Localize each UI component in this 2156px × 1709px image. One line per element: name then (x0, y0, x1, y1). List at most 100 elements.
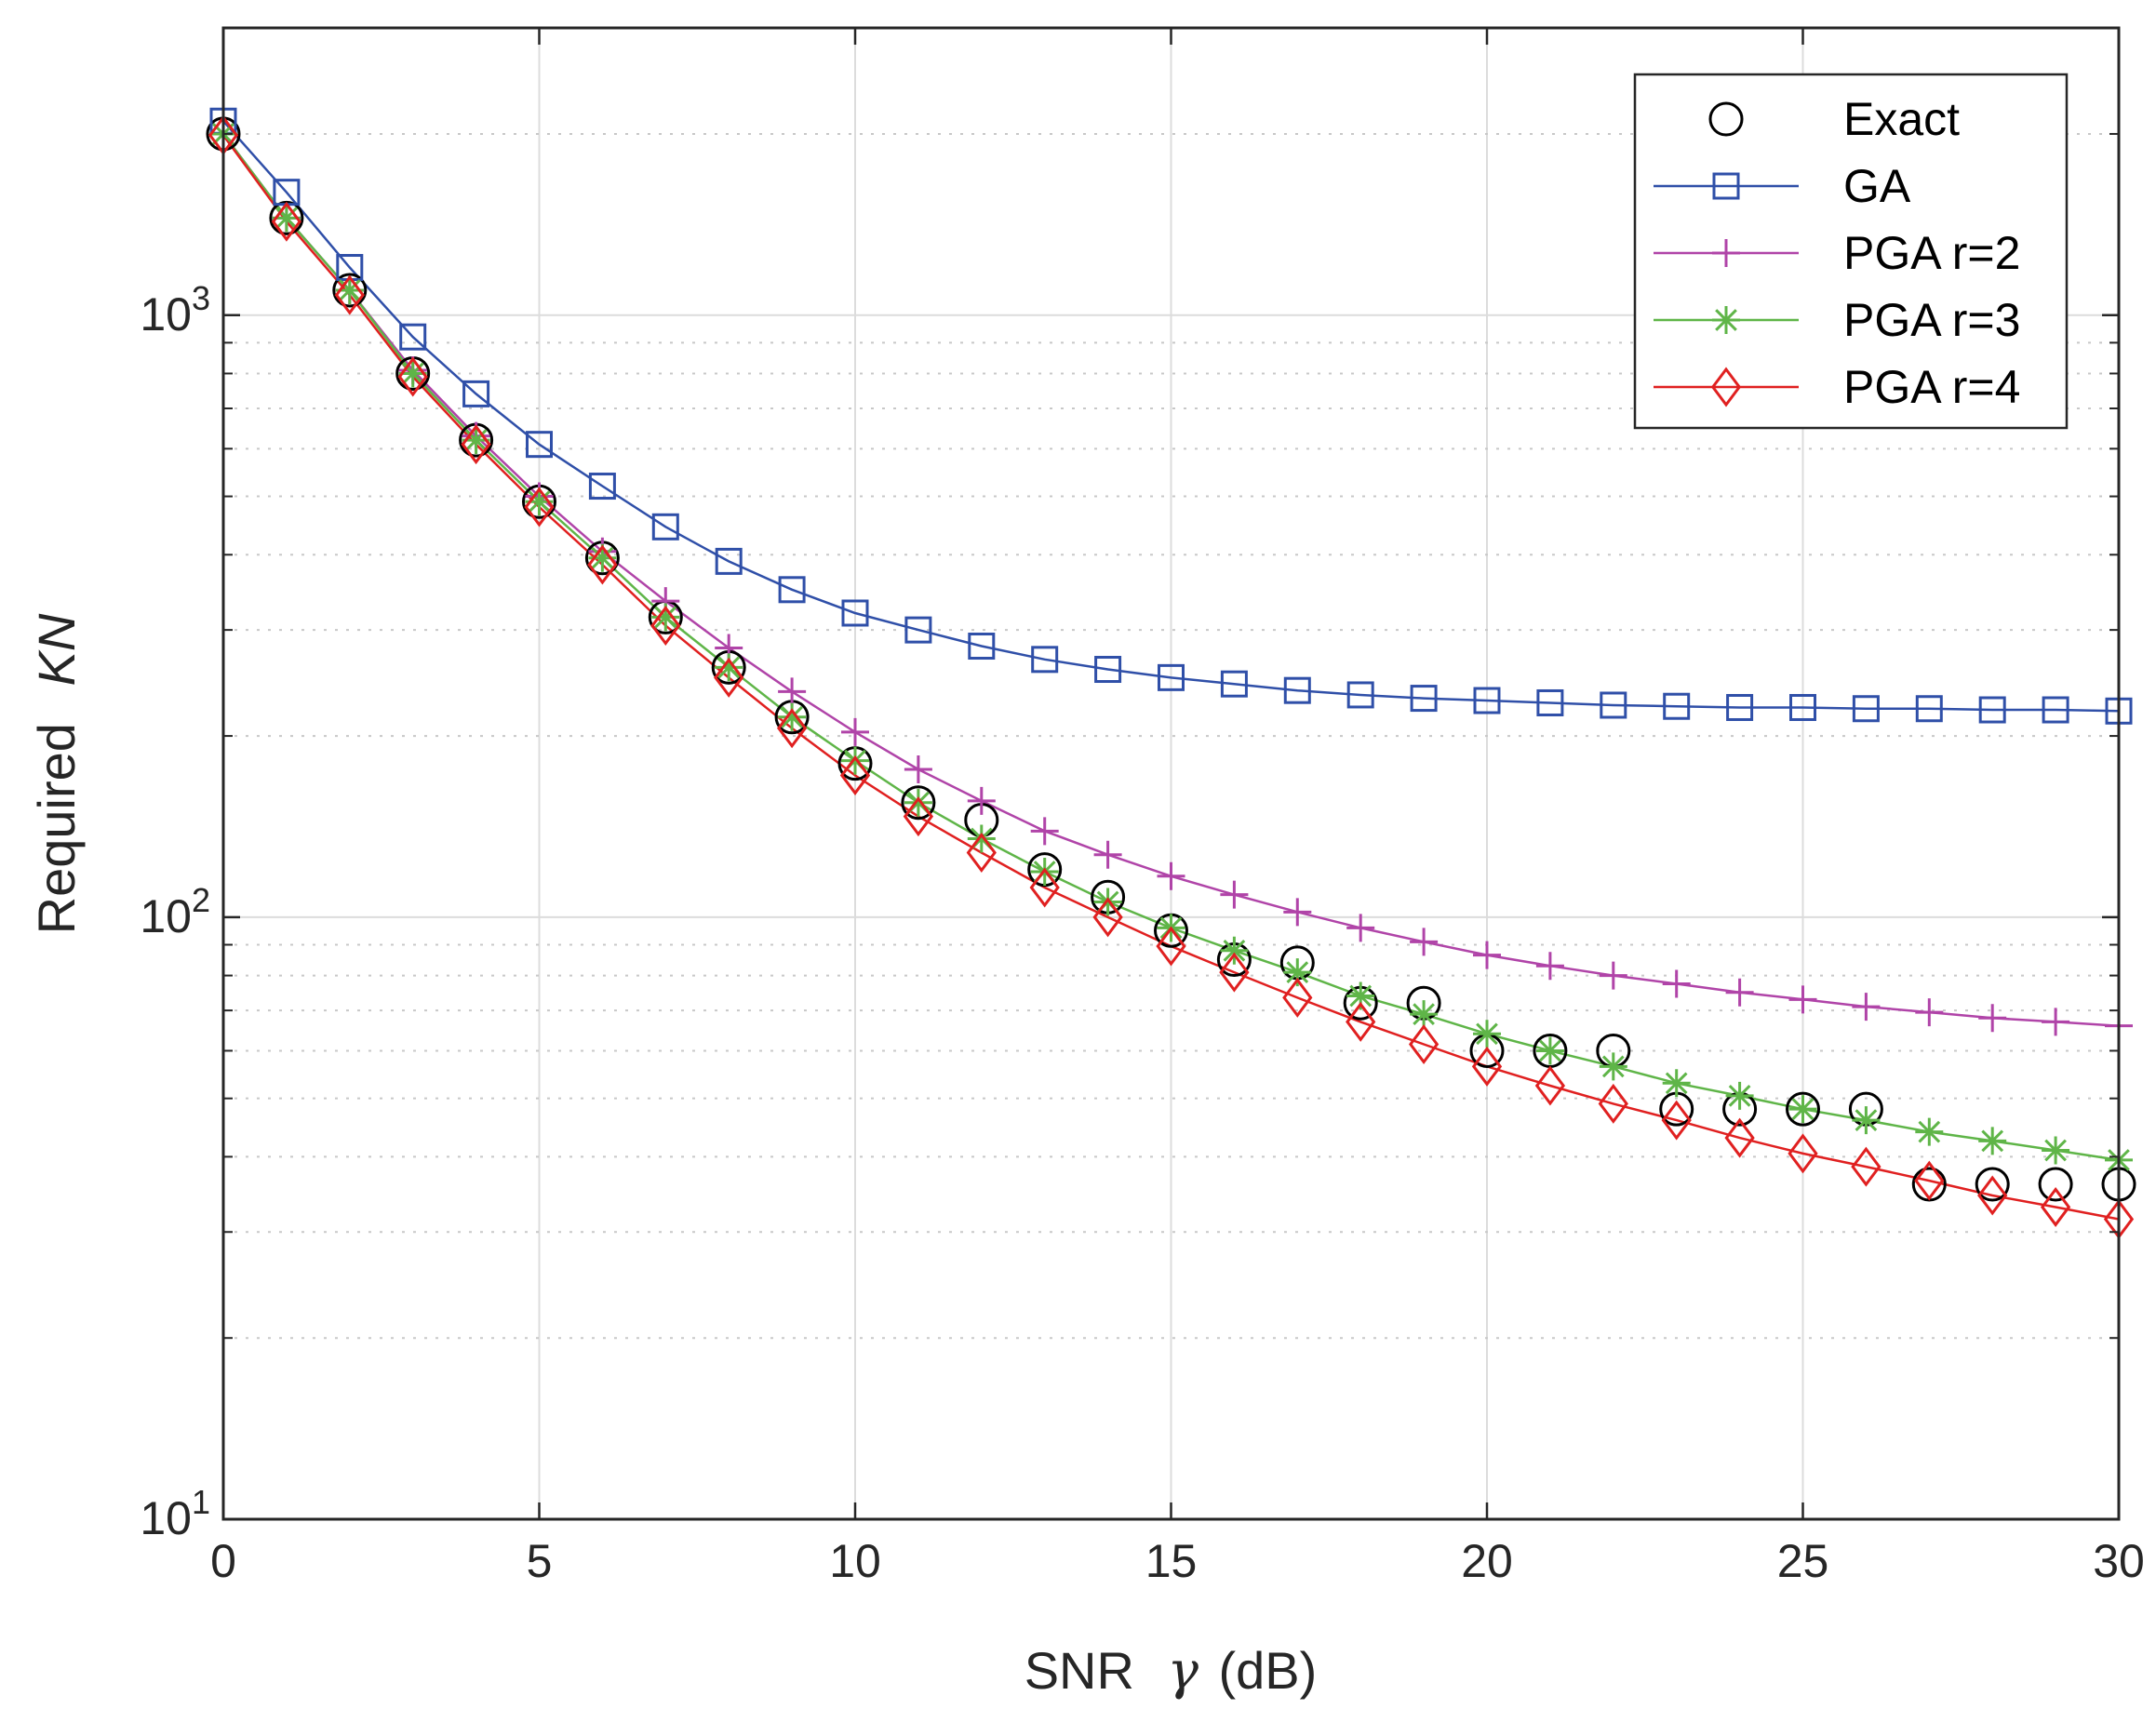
marker-ga (841, 599, 869, 627)
y-axis-label-symbol: KN (27, 613, 86, 686)
marker-pga-r-3 (398, 359, 427, 388)
marker-ga (1031, 646, 1059, 674)
marker-pga-r-3 (1410, 1000, 1439, 1029)
marker-pga-r-4 (839, 754, 871, 795)
marker-pga-r-4 (966, 832, 997, 873)
y-tick-label: 103 (140, 279, 210, 340)
marker-pga-r-3 (1978, 1127, 2007, 1155)
legend-marker (1712, 239, 1740, 267)
marker-pga-r-2 (1283, 898, 1312, 927)
marker-exact (2038, 1167, 2073, 1202)
legend-entry-pga-r-4: PGA r=4 (1654, 361, 2020, 413)
marker-ga (1978, 696, 2006, 724)
series-line-ga (222, 120, 2120, 713)
y-axis-label: Required KN (27, 613, 86, 934)
marker-pga-r-4 (1029, 867, 1060, 908)
x-axis-label: SNR γ (dB) (1024, 1641, 1318, 1702)
marker-ga (588, 473, 616, 501)
marker-pga-r-2 (1220, 880, 1249, 909)
marker-ga (462, 380, 490, 407)
x-tick-labels: 0 5 10 15 20 25 30 (210, 1535, 2145, 1587)
marker-pga-r-4 (334, 274, 365, 315)
marker-pga-r-3 (525, 487, 554, 516)
marker-ga (1410, 685, 1438, 713)
y-tick-label-base: 10 (140, 890, 192, 942)
marker-pga-r-2 (1725, 978, 1754, 1007)
marker-pga-r-4 (1534, 1065, 1566, 1106)
legend-marker (1710, 367, 1742, 407)
marker-pga-r-4 (2040, 1186, 2071, 1227)
marker-pga-r-3 (967, 824, 996, 853)
marker-ga (968, 633, 996, 661)
marker-pga-r-4 (714, 657, 744, 698)
marker-pga-r-4 (1219, 952, 1250, 993)
marker-pga-r-3 (904, 788, 932, 817)
legend-marker (1708, 101, 1744, 137)
marker-pga-r-2 (1662, 969, 1691, 998)
marker-ga (1220, 670, 1248, 698)
legend-label: Exact (1843, 93, 1960, 145)
marker-pga-r-2 (1157, 861, 1185, 890)
marker-pga-r-2 (778, 677, 807, 706)
marker-pga-r-3 (778, 702, 807, 731)
marker-pga-r-3 (1283, 958, 1312, 987)
legend-label: PGA r=4 (1843, 361, 2020, 413)
x-tick-label: 15 (1145, 1535, 1198, 1587)
marker-ga (1663, 692, 1691, 720)
legend-label: PGA r=3 (1843, 294, 2020, 346)
marker-ga (1600, 691, 1627, 719)
marker-pga-r-2 (1473, 941, 1501, 969)
x-axis-label-prefix: SNR (1024, 1641, 1134, 1700)
marker-ga (1346, 681, 1374, 709)
marker-ga (1789, 693, 1816, 721)
marker-ga (1473, 687, 1501, 714)
marker-pga-r-3 (841, 746, 869, 775)
marker-exact (1975, 1167, 2010, 1202)
x-tick-label: 0 (210, 1535, 236, 1587)
y-tick-label-exponent: 3 (192, 279, 210, 317)
marker-ga (2042, 696, 2069, 724)
marker-pga-r-2 (1978, 1004, 2007, 1033)
marker-ga (651, 513, 679, 541)
marker-ga (1094, 656, 1122, 684)
marker-pga-r-3 (588, 543, 617, 572)
marker-ga (1283, 676, 1311, 704)
marker-pga-r-3 (272, 204, 301, 233)
y-tick-label-exponent: 1 (192, 1483, 210, 1521)
marker-pga-r-4 (397, 356, 428, 397)
marker-ga (399, 323, 427, 351)
marker-exact (332, 273, 368, 308)
marker-pga-r-3 (1220, 936, 1249, 965)
x-tick-label: 30 (2093, 1535, 2145, 1587)
marker-pga-r-3 (1473, 1020, 1501, 1048)
series-markers-ga (209, 107, 2133, 725)
marker-pga-r-4 (1914, 1160, 1945, 1201)
legend-box (1633, 73, 2069, 430)
marker-ga (715, 547, 743, 575)
ticks (221, 27, 2121, 1521)
marker-pga-r-2 (1788, 985, 1817, 1014)
y-tick-label: 101 (140, 1483, 210, 1544)
marker-pga-r-4 (1977, 1175, 2008, 1216)
y-tick-label: 102 (140, 881, 210, 942)
legend-entry-ga: GA (1654, 160, 1911, 212)
marker-pga-r-4 (1346, 1001, 1376, 1042)
marker-ga (778, 576, 806, 604)
legend-marker (1712, 172, 1740, 200)
legend-entry-exact: Exact (1708, 93, 1960, 145)
marker-pga-r-3 (462, 426, 490, 455)
marker-pga-r-4 (461, 424, 491, 465)
marker-pga-r-2 (1410, 928, 1439, 956)
marker-pga-r-4 (587, 544, 618, 585)
marker-pga-r-3 (715, 653, 743, 682)
x-tick-label: 25 (1777, 1535, 1829, 1587)
marker-pga-r-3 (2042, 1136, 2070, 1165)
y-tick-label-exponent: 2 (192, 881, 210, 919)
marker-pga-r-3 (1662, 1069, 1691, 1098)
marker-pga-r-4 (1092, 897, 1123, 938)
legend-label: GA (1843, 160, 1911, 212)
marker-pga-r-2 (1093, 840, 1122, 869)
series-markers (206, 107, 2136, 1240)
